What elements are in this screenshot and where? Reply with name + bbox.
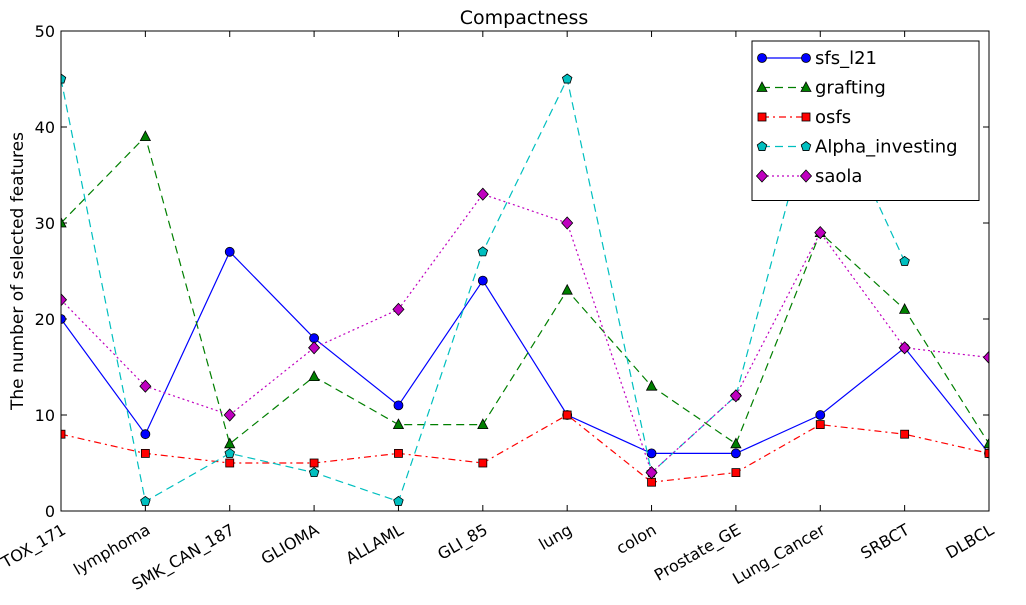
- y-tick-label: 50: [35, 22, 55, 41]
- data-point: [562, 410, 572, 420]
- data-point: [645, 466, 658, 480]
- data-point: [393, 495, 404, 506]
- data-point: [309, 458, 319, 468]
- series-sfs-l21: [61, 246, 989, 459]
- data-point: [900, 429, 910, 439]
- data-point: [729, 389, 742, 403]
- data-point: [731, 448, 741, 459]
- data-point: [476, 187, 489, 201]
- data-point: [815, 410, 826, 420]
- legend-marker: [800, 141, 812, 151]
- data-point: [392, 302, 405, 316]
- data-point: [139, 130, 152, 142]
- data-point: [647, 477, 656, 487]
- data-point: [814, 226, 827, 240]
- legend-marker: [756, 141, 768, 151]
- data-point: [224, 246, 235, 257]
- data-point: [140, 448, 150, 458]
- data-point: [224, 437, 236, 449]
- series-osfs: [61, 410, 989, 487]
- data-point: [477, 275, 488, 286]
- data-point: [140, 429, 151, 440]
- x-tick-label: Lung_Cancer: [729, 520, 829, 589]
- plot-frame: [60, 30, 990, 512]
- data-point: [61, 293, 68, 307]
- data-point: [477, 246, 489, 257]
- data-point: [561, 73, 573, 84]
- x-tick-label: lung: [535, 520, 575, 554]
- data-point: [646, 448, 657, 459]
- data-point: [477, 418, 489, 430]
- series-saola: [61, 187, 989, 480]
- legend-marker: [757, 53, 767, 63]
- data-point: [731, 468, 741, 478]
- data-point: [308, 341, 321, 355]
- legend-box: [751, 40, 980, 201]
- data-point: [61, 73, 67, 84]
- series-line: [61, 135, 989, 445]
- y-tick-label: 30: [35, 214, 55, 233]
- data-point: [984, 448, 989, 458]
- legend-label: osfs: [815, 107, 851, 128]
- x-tick-label: Prostate_GE: [651, 520, 745, 586]
- data-point: [393, 400, 404, 411]
- data-point: [225, 458, 235, 468]
- data-point: [899, 255, 910, 266]
- x-tick-label: ALLAML: [343, 520, 407, 568]
- y-axis-label: The number of selected features: [8, 132, 28, 411]
- legend-marker: [756, 81, 768, 92]
- x-tick-label: TOX_171: [0, 520, 70, 573]
- series-line: [61, 193, 989, 474]
- data-point: [224, 447, 235, 458]
- y-tick-label: 10: [35, 406, 55, 425]
- data-point: [982, 350, 989, 364]
- x-tick-label: colon: [613, 520, 660, 558]
- data-point: [478, 458, 488, 468]
- x-tick-label: SRBCT: [857, 520, 913, 563]
- series-line: [61, 414, 989, 483]
- x-tick-label: DLBCL: [942, 520, 997, 563]
- legend-marker: [801, 112, 811, 122]
- data-point: [140, 495, 151, 506]
- legend-marker: [801, 53, 811, 63]
- data-point: [815, 420, 825, 430]
- data-point: [223, 408, 236, 422]
- x-tick-label: GLI_85: [434, 520, 491, 565]
- data-point: [139, 379, 152, 393]
- legend-label: saola: [815, 166, 862, 187]
- data-point: [898, 341, 911, 355]
- x-tick-label: GLIOMA: [258, 520, 322, 568]
- data-point: [730, 437, 742, 449]
- data-point: [61, 216, 67, 228]
- data-point: [392, 418, 405, 430]
- legend-marker: [799, 169, 813, 183]
- chart-title: Compactness: [460, 7, 589, 29]
- data-point: [61, 429, 66, 439]
- data-point: [561, 283, 573, 295]
- y-tick-label: 20: [35, 310, 55, 329]
- y-tick-label: 0: [45, 502, 55, 521]
- data-point: [308, 467, 320, 478]
- data-point: [61, 314, 66, 324]
- legend-label: grafting: [815, 78, 886, 99]
- legend-label: sfs_l21: [815, 48, 877, 69]
- legend-label: Alpha_investing: [815, 137, 958, 158]
- legend-marker: [755, 169, 769, 183]
- data-point: [983, 437, 989, 449]
- legend-marker: [757, 112, 767, 122]
- data-point: [394, 448, 403, 458]
- data-point: [308, 370, 320, 382]
- data-point: [898, 303, 911, 314]
- series-line: [61, 250, 989, 454]
- data-point: [561, 216, 574, 230]
- legend-marker: [800, 81, 812, 92]
- y-tick-label: 40: [35, 118, 55, 137]
- data-point: [645, 379, 658, 391]
